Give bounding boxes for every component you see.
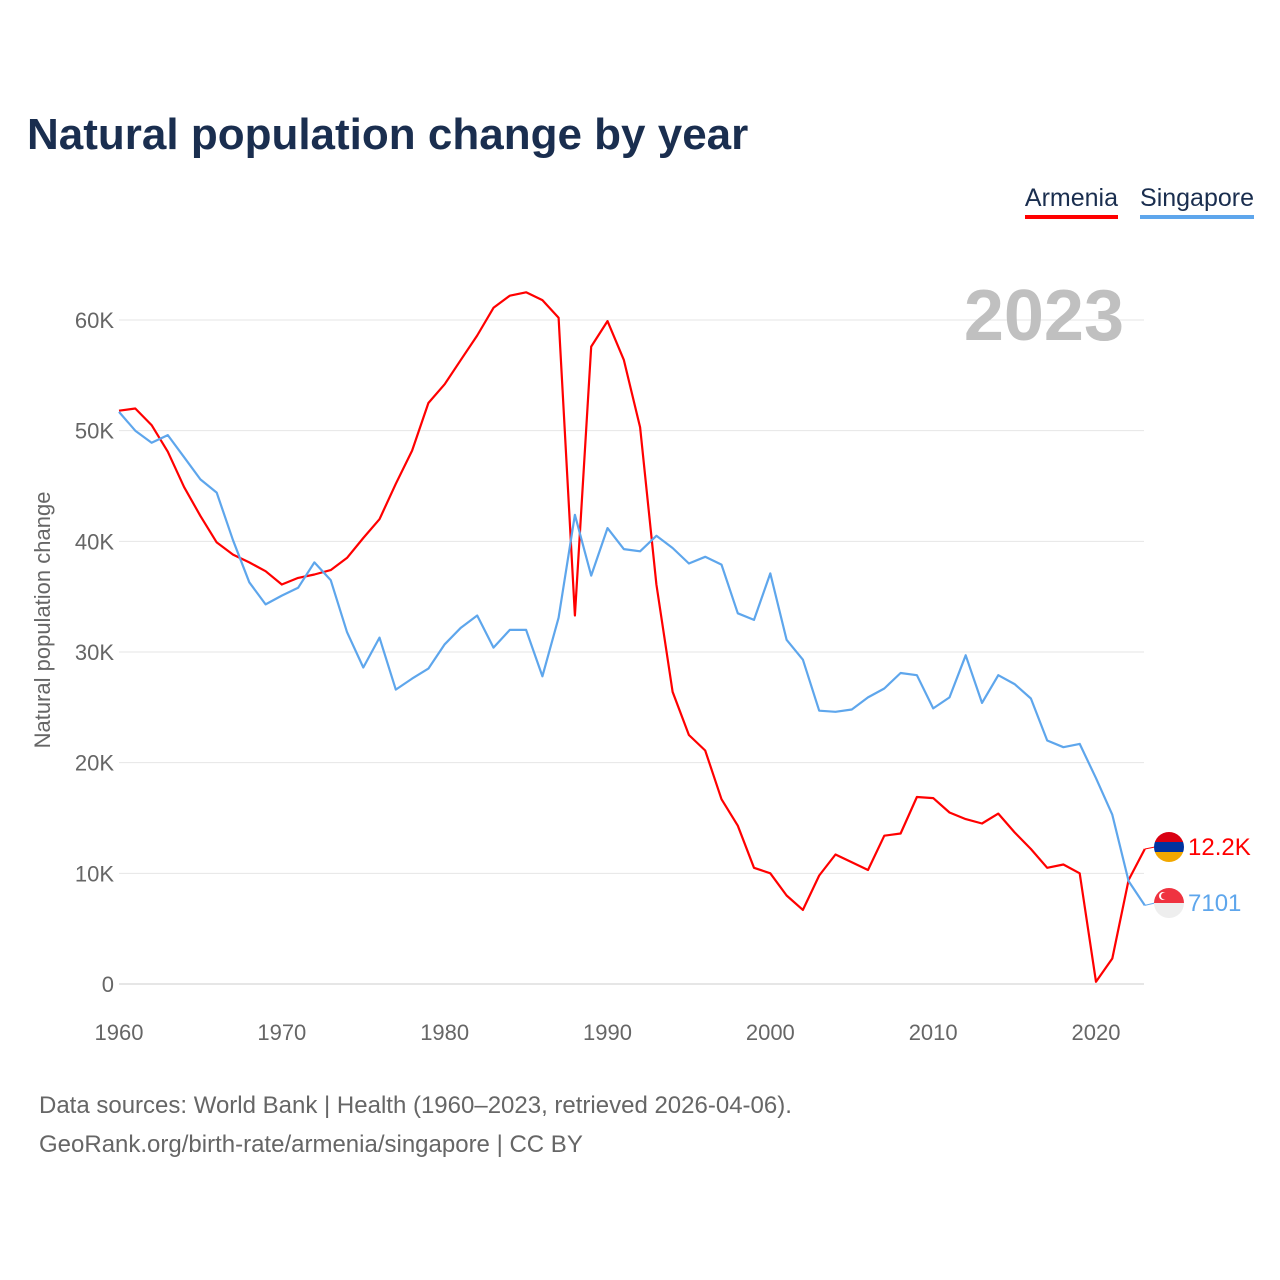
footer-sources: Data sources: World Bank | Health (1960–… xyxy=(39,1092,792,1119)
y-tick-label: 10K xyxy=(75,861,114,886)
x-tick-label: 1960 xyxy=(95,1020,144,1045)
y-tick-label: 40K xyxy=(75,529,114,554)
footer-link[interactable]: GeoRank.org/birth-rate/armenia/singapore… xyxy=(39,1131,583,1158)
armenia-flag-icon xyxy=(1154,832,1184,862)
y-tick-label: 0 xyxy=(102,972,114,997)
singapore-flag-icon xyxy=(1154,888,1184,918)
x-tick-label: 1980 xyxy=(420,1020,469,1045)
end-connector xyxy=(1144,846,1156,850)
series-line-armenia xyxy=(118,291,1146,983)
end-connector xyxy=(1144,902,1156,906)
y-tick-label: 50K xyxy=(75,419,114,444)
x-tick-label: 2000 xyxy=(746,1020,795,1045)
legend: Armenia Singapore xyxy=(1024,184,1254,219)
x-tick-label: 2020 xyxy=(1072,1020,1121,1045)
series-line-singapore xyxy=(118,411,1146,907)
legend-item-armenia[interactable]: Armenia xyxy=(1024,184,1119,219)
end-value-label: 7101 xyxy=(1188,890,1241,917)
y-tick-label: 60K xyxy=(75,308,114,333)
y-axis-label: Natural population change xyxy=(30,492,55,749)
y-tick-label: 30K xyxy=(75,640,114,665)
y-tick-label: 20K xyxy=(75,751,114,776)
x-tick-label: 2010 xyxy=(909,1020,958,1045)
year-watermark: 2023 xyxy=(964,276,1124,356)
x-tick-label: 1990 xyxy=(583,1020,632,1045)
legend-item-singapore[interactable]: Singapore xyxy=(1140,184,1254,219)
end-value-label: 12.2K xyxy=(1188,834,1251,861)
x-tick-label: 1970 xyxy=(257,1020,306,1045)
chart-title: Natural population change by year xyxy=(27,110,749,159)
footer: Data sources: World Bank | Health (1960–… xyxy=(39,1086,792,1164)
